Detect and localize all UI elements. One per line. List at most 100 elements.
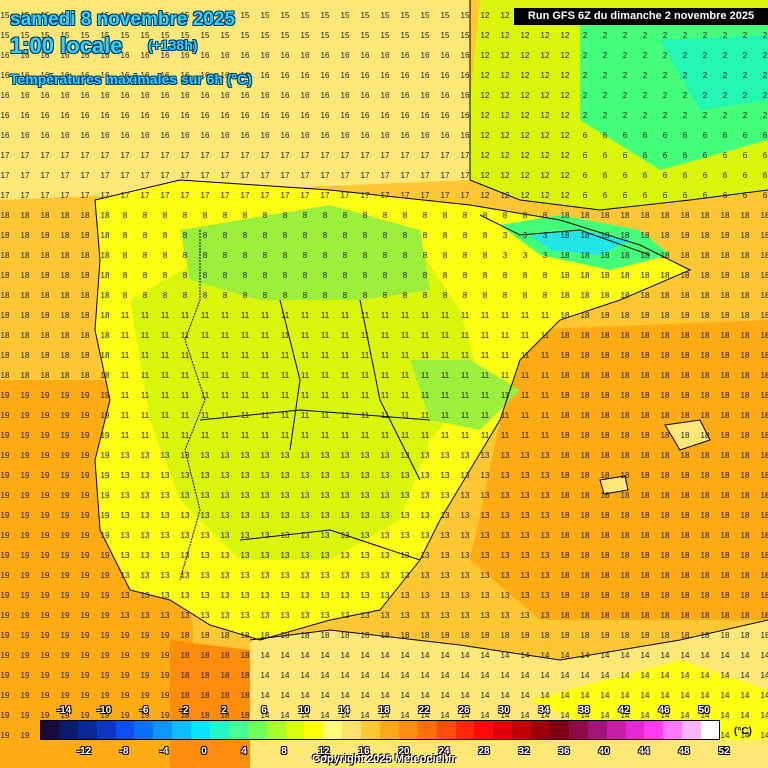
grid-value: 17	[341, 191, 350, 200]
legend-swatch	[342, 720, 362, 740]
grid-value: 12	[541, 131, 550, 140]
grid-value: 13	[401, 511, 410, 520]
copyright: Copyright 2025 Meteociel.fr	[312, 753, 456, 765]
grid-value: 16	[121, 111, 130, 120]
grid-value: 18	[101, 351, 110, 360]
grid-value: 18	[681, 371, 690, 380]
grid-value: 14	[441, 691, 450, 700]
grid-value: 2	[603, 111, 608, 120]
grid-value: 11	[481, 331, 490, 340]
grid-value: 11	[501, 431, 510, 440]
grid-value: 13	[161, 531, 170, 540]
grid-value: 18	[581, 311, 590, 320]
grid-value: 13	[381, 451, 390, 460]
grid-value: 11	[361, 391, 370, 400]
grid-value: 18	[601, 531, 610, 540]
legend-label-top: -10	[96, 705, 112, 716]
grid-value: 13	[121, 591, 130, 600]
grid-value: 19	[1, 551, 10, 560]
grid-value: 13	[261, 551, 270, 560]
grid-value: 19	[61, 431, 70, 440]
grid-value: 13	[401, 591, 410, 600]
grid-value: 2	[723, 31, 728, 40]
grid-value: 13	[321, 491, 330, 500]
grid-value: 13	[241, 451, 250, 460]
grid-value: 15	[341, 31, 350, 40]
grid-value: 8	[363, 271, 368, 280]
grid-value: 13	[181, 551, 190, 560]
grid-value: 8	[443, 291, 448, 300]
grid-value: 18	[761, 551, 768, 560]
grid-value: 15	[121, 31, 130, 40]
grid-value: 18	[741, 471, 750, 480]
grid-value: 16	[261, 111, 270, 120]
grid-value: 11	[401, 411, 410, 420]
grid-value: 16	[281, 131, 290, 140]
grid-value: 18	[641, 431, 650, 440]
legend-label-bottom: 4	[241, 746, 247, 757]
grid-value: 13	[281, 551, 290, 560]
grid-value: 8	[143, 271, 148, 280]
grid-value: 18	[61, 351, 70, 360]
grid-value: 18	[601, 611, 610, 620]
grid-value: 14	[261, 711, 270, 720]
grid-value: 14	[361, 691, 370, 700]
grid-value: 17	[421, 191, 430, 200]
grid-value: 18	[561, 311, 570, 320]
grid-value: 18	[721, 571, 730, 580]
grid-value: 18	[21, 331, 30, 340]
grid-value: 18	[721, 491, 730, 500]
grid-value: 17	[441, 171, 450, 180]
grid-value: 13	[421, 591, 430, 600]
grid-value: 15	[21, 31, 30, 40]
grid-value: 18	[601, 411, 610, 420]
grid-value: 14	[321, 671, 330, 680]
grid-value: 13	[161, 471, 170, 480]
grid-value: 8	[303, 251, 308, 260]
grid-value: 14	[301, 711, 310, 720]
legend-label-top: 34	[538, 705, 550, 716]
grid-value: 15	[141, 11, 150, 20]
grid-value: 16	[341, 111, 350, 120]
legend-swatch	[266, 720, 287, 740]
grid-value: 11	[461, 331, 470, 340]
grid-value: 14	[521, 651, 530, 660]
grid-value: 13	[261, 611, 270, 620]
grid-value: 11	[341, 331, 350, 340]
grid-value: 13	[301, 591, 310, 600]
grid-value: 15	[101, 31, 110, 40]
grid-value: 11	[161, 371, 170, 380]
legend-label-top: 42	[618, 705, 630, 716]
grid-value: 12	[501, 191, 510, 200]
grid-value: 13	[181, 451, 190, 460]
grid-value: 13	[121, 571, 130, 580]
grid-value: 11	[361, 371, 370, 380]
grid-value: 2	[723, 111, 728, 120]
grid-value: 19	[101, 671, 110, 680]
grid-value: 8	[523, 271, 528, 280]
grid-value: 13	[181, 471, 190, 480]
grid-value: 6	[703, 131, 708, 140]
grid-value: 18	[61, 231, 70, 240]
grid-value: 13	[461, 551, 470, 560]
grid-value: 11	[261, 311, 270, 320]
grid-value: 14	[641, 711, 650, 720]
grid-value: 11	[321, 431, 330, 440]
grid-value: 13	[161, 571, 170, 580]
grid-value: 14	[701, 651, 710, 660]
grid-value: 11	[401, 391, 410, 400]
grid-value: 14	[281, 711, 290, 720]
grid-value: 13	[141, 491, 150, 500]
grid-value: 2	[683, 51, 688, 60]
grid-value: 8	[443, 251, 448, 260]
grid-value: 18	[641, 371, 650, 380]
grid-value: 19	[41, 431, 50, 440]
legend-swatch	[550, 720, 570, 740]
legend-swatch	[568, 720, 589, 740]
grid-value: 13	[481, 491, 490, 500]
grid-value: 13	[501, 451, 510, 460]
grid-value: 17	[361, 171, 370, 180]
grid-value: 8	[163, 251, 168, 260]
grid-value: 19	[1, 491, 10, 500]
grid-value: 14	[601, 691, 610, 700]
